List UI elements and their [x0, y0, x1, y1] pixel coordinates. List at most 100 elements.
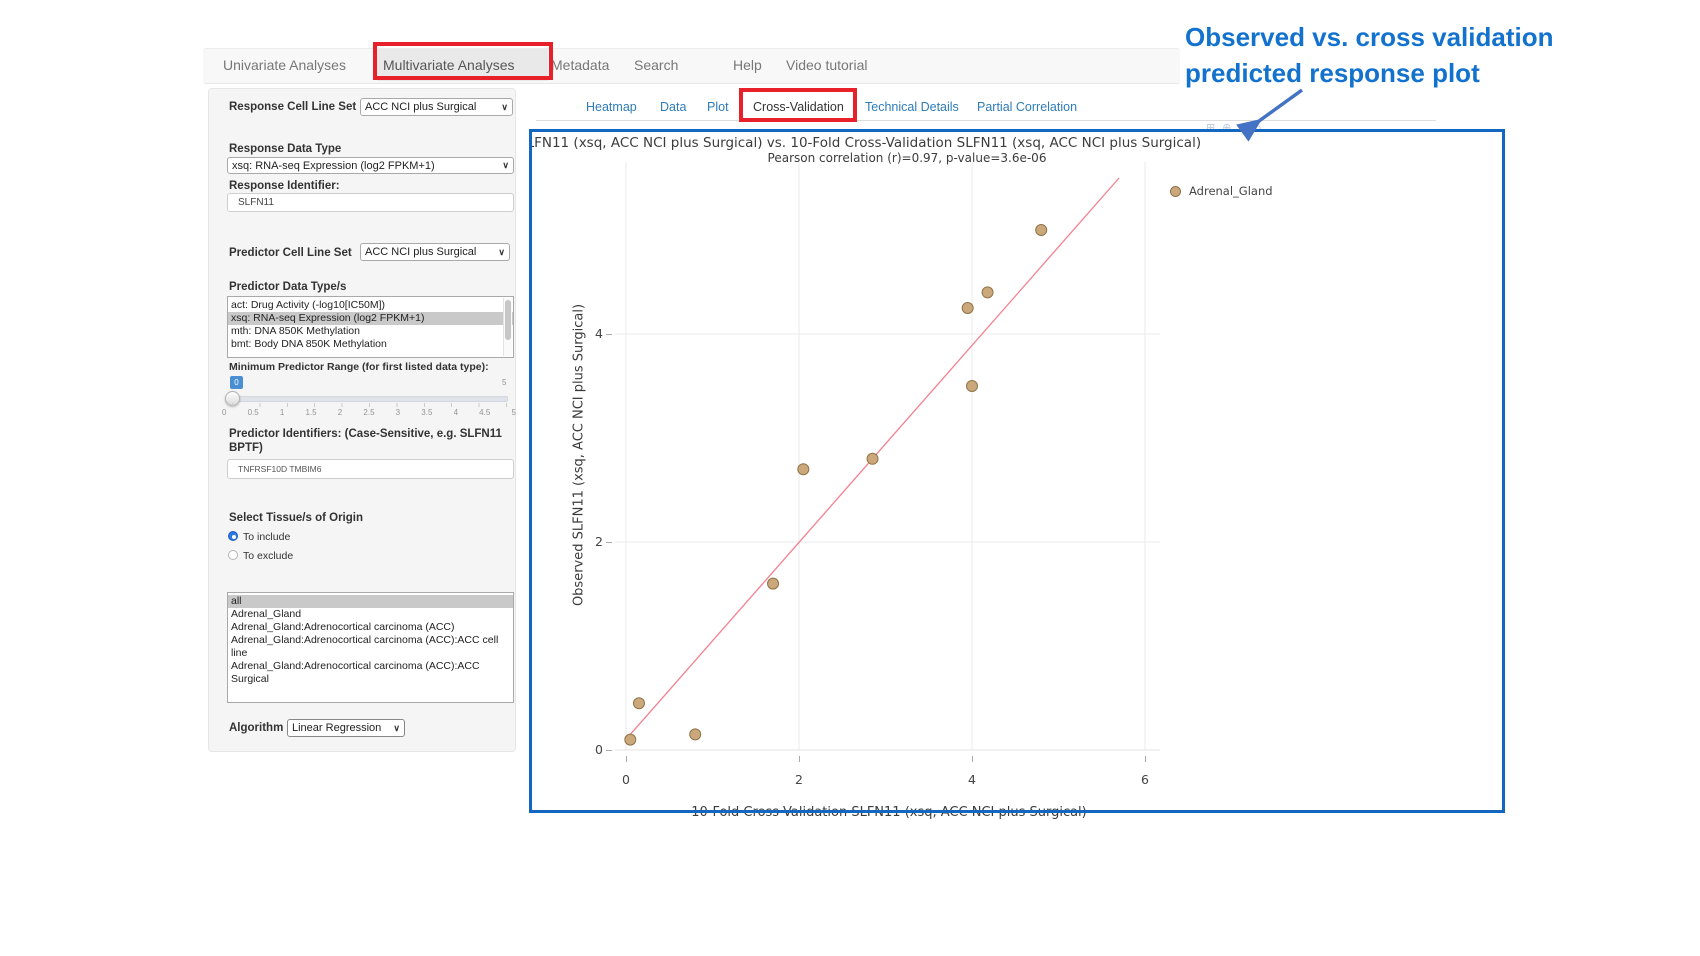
list-item[interactable]: Adrenal_Gland:Adrenocortical carcinoma (…	[231, 634, 499, 659]
list-item[interactable]: Adrenal_Gland:Adrenocortical carcinoma (…	[231, 660, 480, 685]
tissue-listbox: all Adrenal_Gland Adrenal_Gland:Adrenoco…	[227, 592, 514, 703]
highlight-red-box-multivariate	[373, 42, 553, 80]
slider-tick-label: 1	[279, 408, 285, 417]
response-cell-line-set-select[interactable]: ACC NCI plus Surgical ∨	[360, 98, 513, 116]
legend-label[interactable]: Adrenal_Gland	[1189, 184, 1273, 198]
slider-tick-label: 1.5	[305, 408, 317, 417]
radio-to-exclude-label: To exclude	[243, 550, 294, 562]
slider-value-bubble: 0	[230, 376, 243, 389]
axis-tick-mark	[606, 334, 612, 335]
nav-active-highlight	[377, 49, 548, 81]
tab-partial-correlation[interactable]: Partial Correlation	[977, 100, 1078, 114]
list-item[interactable]: mth: DNA 850K Methylation	[231, 325, 360, 337]
data-point[interactable]	[966, 380, 978, 392]
scrollbar[interactable]	[503, 298, 512, 356]
data-point[interactable]	[767, 577, 780, 590]
axis-tick-label: 2	[795, 772, 803, 787]
min-predictor-range-label: Minimum Predictor Range (for first liste…	[229, 361, 489, 373]
axis-tick-mark	[1144, 756, 1146, 762]
data-point[interactable]	[866, 452, 879, 465]
data-point[interactable]	[1035, 224, 1048, 236]
response-identifier-label: Response Identifier:	[229, 180, 340, 192]
algorithm-label: Algorithm	[229, 722, 284, 734]
response-cell-line-set-value: ACC NCI plus Surgical	[365, 101, 477, 113]
response-data-type-select[interactable]: xsq: RNA-seq Expression (log2 FPKM+1) ∨	[227, 157, 514, 174]
algorithm-select[interactable]: Linear Regression ∨	[287, 719, 405, 737]
nav-help[interactable]: Help	[733, 57, 762, 73]
nav-search[interactable]: Search	[634, 57, 679, 73]
response-data-type-label: Response Data Type	[229, 143, 342, 155]
slider-tick-labels: 0 0.5 1 1.5 2 2.5 3 3.5 4 4.5 5	[222, 408, 516, 417]
highlight-blue-box	[529, 129, 1505, 813]
tab-heatmap[interactable]: Heatmap	[586, 100, 637, 114]
slider-tick-label: 5	[511, 408, 516, 417]
slider-max-label: 5	[502, 378, 507, 387]
legend-marker-icon	[1170, 186, 1181, 197]
list-item[interactable]: act: Drug Activity (-log10[IC50M])	[231, 299, 386, 311]
predictor-cell-line-set-select[interactable]: ACC NCI plus Surgical ∨	[360, 243, 510, 261]
scrollbar-thumb[interactable]	[505, 300, 511, 340]
axis-tick-mark	[625, 756, 627, 762]
tab-data[interactable]: Data	[660, 100, 687, 114]
list-item[interactable]: xsq: RNA-seq Expression (log2 FPKM+1)	[228, 312, 513, 325]
data-point[interactable]	[961, 302, 974, 314]
predictor-identifiers-input[interactable]	[227, 459, 514, 479]
predictor-cell-line-set-value: ACC NCI plus Surgical	[365, 246, 477, 258]
chevron-down-icon: ∨	[393, 722, 400, 733]
axis-tick-mark	[606, 542, 612, 543]
axis-tick-label: 2	[595, 534, 603, 549]
slider-tick-label: 4	[453, 408, 459, 417]
predictor-identifiers-label: Predictor Identifiers: (Case-Sensitive, …	[229, 428, 502, 454]
slider-tick-label: 4.5	[479, 408, 491, 417]
axis-tick-mark	[798, 756, 800, 762]
data-point[interactable]	[981, 286, 994, 299]
tissue-origin-label: Select Tissue/s of Origin	[229, 512, 363, 524]
slider-tick-label: 3	[395, 408, 401, 417]
slider-tick-label: 3.5	[421, 408, 433, 417]
callout-arrow	[1236, 88, 1304, 142]
chevron-down-icon: ∨	[502, 160, 509, 170]
axis-tick-label: 4	[595, 326, 603, 341]
response-data-type-value: xsq: RNA-seq Expression (log2 FPKM+1)	[232, 159, 435, 172]
callout-text-line2: predicted response plot	[1185, 58, 1480, 88]
list-item[interactable]: Adrenal_Gland	[231, 608, 302, 620]
axis-tick-mark	[971, 756, 973, 762]
slider-tick-label: 0	[222, 408, 227, 417]
chevron-down-icon: ∨	[501, 101, 508, 112]
axis-tick-label: 6	[1141, 772, 1149, 787]
predictor-data-types-listbox: act: Drug Activity (-log10[IC50M]) xsq: …	[227, 296, 514, 358]
predictor-cell-line-set-label: Predictor Cell Line Set	[229, 247, 352, 259]
slider-tick-label: 2	[337, 408, 343, 417]
data-point[interactable]	[632, 697, 645, 710]
response-cell-line-set-label: Response Cell Line Set	[229, 101, 357, 113]
list-item[interactable]: Adrenal_Gland:Adrenocortical carcinoma (…	[231, 621, 455, 633]
nav-univariate-analyses[interactable]: Univariate Analyses	[223, 57, 346, 73]
axis-tick-label: 4	[968, 772, 976, 787]
axis-tick-label: 0	[622, 772, 630, 787]
list-item[interactable]: bmt: Body DNA 850K Methylation	[231, 338, 387, 350]
tab-plot[interactable]: Plot	[707, 100, 729, 114]
response-identifier-input[interactable]	[227, 193, 514, 212]
radio-to-exclude[interactable]	[228, 550, 238, 560]
nav-metadata[interactable]: Metadata	[551, 57, 610, 73]
slider-tick-label: 0.5	[247, 408, 259, 417]
radio-to-include[interactable]	[228, 531, 238, 541]
min-predictor-range-slider[interactable]	[232, 396, 508, 402]
plot-title: SLFN11 (xsq, ACC NCI plus Surgical) vs. …	[532, 135, 1202, 151]
slider-tick-label: 2.5	[363, 408, 375, 417]
tab-technical-details[interactable]: Technical Details	[865, 100, 959, 114]
nav-video-tutorial[interactable]: Video tutorial	[786, 57, 868, 73]
chevron-down-icon: ∨	[498, 246, 505, 257]
highlight-red-box-cross-validation	[739, 88, 857, 122]
data-point[interactable]	[624, 733, 637, 746]
nav-multivariate-analyses[interactable]: Multivariate Analyses	[383, 57, 515, 73]
radio-to-include-label: To include	[243, 531, 291, 543]
axis-tick-mark	[606, 750, 612, 751]
scatter-plot-canvas[interactable]	[615, 162, 1163, 756]
data-point[interactable]	[689, 728, 702, 741]
tab-cross-validation[interactable]: Cross-Validation	[753, 100, 844, 114]
data-point[interactable]	[797, 463, 810, 476]
list-item[interactable]: all	[228, 595, 513, 608]
callout-text-line1: Observed vs. cross validation	[1185, 22, 1554, 52]
